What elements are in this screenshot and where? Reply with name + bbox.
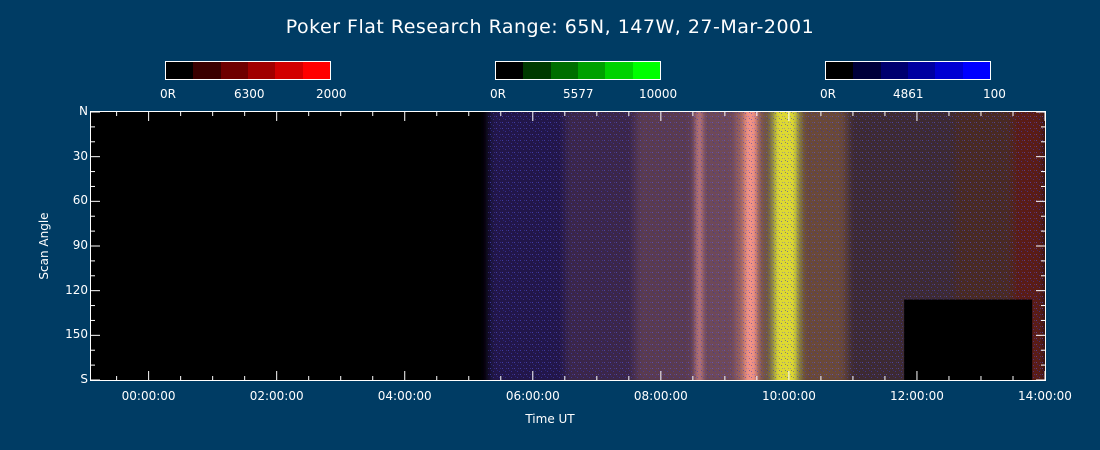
colorbar-5577-min-label: 0R [490,87,506,101]
colorbar-4861-segment [826,62,854,79]
y-tick-label: 60 [72,193,88,208]
x-tick-label: 14:00:00 [1018,389,1072,403]
y-tick-label: 90 [72,238,88,252]
colorbar-4861-min-label: 0R [820,87,836,101]
plot-area [90,111,1046,381]
colorbar-4861 [825,61,991,80]
y-tick-label: 150 [65,327,88,342]
x-tick-label: 00:00:00 [121,389,176,403]
no-data-box [904,299,1033,380]
colorbar-6300 [165,61,331,80]
x-tick-label: 08:00:00 [633,389,688,403]
colorbar-6300-segment [220,62,248,79]
colorbar-6300-segment [166,62,194,79]
colorbar-4861-segment [853,62,881,79]
y-tick-label: 120 [65,282,88,297]
y-tick-label: S [80,372,88,386]
colorbar-5577-name-label: 5577 [563,87,594,101]
keogram-heatmap [487,112,1045,380]
x-tick-label: 10:00:00 [761,389,816,403]
x-tick-label: 06:00:00 [505,389,560,403]
colorbar-4861-max-label: 100 [983,87,1006,101]
colorbar-5577-segment [550,62,578,79]
x-tick-label: 02:00:00 [249,389,304,403]
colorbar-5577 [495,61,661,80]
chart-title: Poker Flat Research Range: 65N, 147W, 27… [285,16,815,38]
x-tick-label: 12:00:00 [889,389,944,403]
colorbar-5577-segment [577,62,606,79]
colorbar-5577-segment [605,62,633,79]
colorbar-5577-segment [496,62,524,79]
colorbar-6300-max-label: 2000 [316,87,347,101]
colorbar-5577-segment [523,62,551,79]
colorbar-6300-segment [275,62,303,79]
y-tick-label: 30 [72,148,88,163]
colorbar-6300-min-label: 0R [160,87,176,101]
colorbar-4861-segment [880,62,908,79]
colorbar-6300-segment [247,62,276,79]
x-tick-label: 04:00:00 [377,389,432,403]
y-tick-label: N [79,104,88,118]
colorbar-5577-max-label: 10000 [639,87,678,101]
colorbar-4861-segment [962,62,990,79]
colorbar-4861-segment [935,62,963,79]
colorbar-4861-segment [907,62,936,79]
colorbar-6300-segment [193,62,221,79]
colorbar-6300-name-label: 6300 [234,87,265,101]
colorbar-5577-segment [632,62,660,79]
x-axis-title: Time UT [525,412,575,426]
colorbar-6300-segment [302,62,330,79]
colorbar-4861-name-label: 4861 [893,87,924,101]
